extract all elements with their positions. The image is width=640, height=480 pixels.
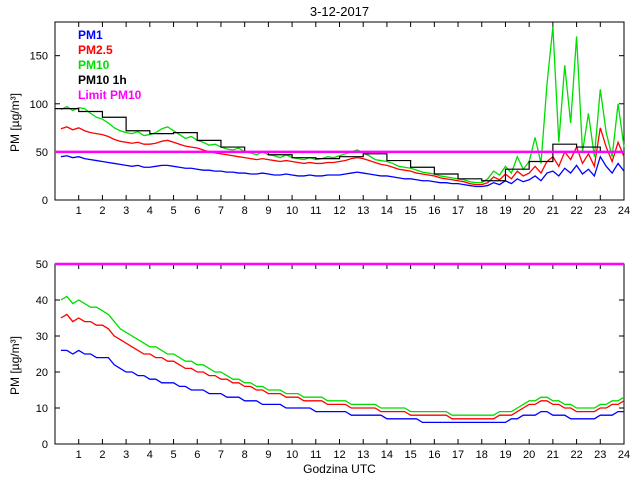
x-tick-label: 7 [218, 449, 224, 461]
series-line [60, 155, 625, 188]
x-tick-label: 13 [357, 205, 369, 217]
x-tick-label: 11 [310, 449, 321, 461]
y-tick-label: 50 [36, 259, 48, 271]
x-tick-label: 16 [428, 449, 440, 461]
y-tick-label: 0 [42, 439, 48, 451]
x-tick-label: 13 [357, 449, 369, 461]
x-tick-label: 12 [333, 449, 345, 461]
x-tick-label: 24 [618, 205, 630, 217]
series-line [60, 26, 625, 184]
x-tick-label: 20 [523, 449, 535, 461]
x-tick-label: 14 [381, 205, 393, 217]
x-tick-label: 19 [499, 205, 511, 217]
x-tick-label: 2 [99, 449, 105, 461]
x-tick-label: 3 [123, 205, 129, 217]
y-tick-label: 100 [30, 99, 48, 111]
legend-item: Limit PM10 [78, 88, 142, 102]
x-tick-label: 24 [618, 449, 630, 461]
x-tick-label: 9 [265, 449, 271, 461]
series-line [60, 313, 625, 420]
x-tick-label: 1 [76, 449, 82, 461]
y-tick-label: 40 [36, 295, 48, 307]
x-tick-label: 17 [452, 205, 464, 217]
x-tick-label: 18 [476, 205, 488, 217]
x-tick-label: 5 [170, 205, 176, 217]
y-tick-label: 50 [36, 147, 48, 159]
x-tick-label: 7 [218, 205, 224, 217]
y-tick-label: 20 [36, 367, 48, 379]
x-tick-label: 10 [286, 205, 298, 217]
x-tick-label: 8 [242, 449, 248, 461]
x-tick-label: 4 [147, 205, 153, 217]
x-tick-label: 21 [547, 205, 559, 217]
x-tick-label: 11 [310, 205, 321, 217]
legend-item: PM1 [78, 28, 103, 42]
legend-item: PM10 1h [78, 73, 127, 87]
x-tick-label: 21 [547, 449, 559, 461]
x-tick-label: 6 [194, 205, 200, 217]
x-tick-label: 6 [194, 449, 200, 461]
chart-title: 3-12-2017 [309, 4, 370, 19]
y-tick-label: 0 [42, 195, 48, 207]
x-tick-label: 9 [265, 205, 271, 217]
x-tick-label: 1 [76, 205, 82, 217]
legend-item: PM2.5 [78, 43, 113, 57]
x-tick-label: 10 [286, 449, 298, 461]
x-tick-label: 2 [99, 205, 105, 217]
x-tick-label: 23 [594, 449, 606, 461]
x-tick-label: 18 [476, 449, 488, 461]
x-tick-label: 22 [570, 205, 582, 217]
x-tick-label: 4 [147, 449, 153, 461]
series-line [60, 295, 625, 416]
legend-item: PM10 [78, 58, 110, 72]
x-tick-label: 12 [333, 205, 345, 217]
x-tick-label: 22 [570, 449, 582, 461]
x-tick-label: 14 [381, 449, 393, 461]
x-tick-label: 3 [123, 449, 129, 461]
series-line [60, 349, 624, 424]
x-tick-label: 5 [170, 449, 176, 461]
x-axis-label: Godzina UTC [303, 462, 376, 476]
axes-box [54, 263, 625, 445]
series-line [55, 107, 624, 182]
y-tick-label: 150 [30, 51, 48, 63]
x-tick-label: 20 [523, 205, 535, 217]
x-tick-label: 19 [499, 449, 511, 461]
x-tick-label: 17 [452, 449, 464, 461]
x-tick-label: 15 [405, 205, 417, 217]
legend: PM1 PM2.5 PM10 PM10 1h Limit PM10 [78, 28, 141, 103]
y-tick-label: 30 [36, 331, 48, 343]
x-tick-label: 8 [242, 205, 248, 217]
series-line [60, 126, 625, 186]
x-tick-label: 16 [428, 205, 440, 217]
x-tick-label: 15 [405, 449, 417, 461]
y-tick-label: 10 [36, 403, 48, 415]
x-tick-label: 23 [594, 205, 606, 217]
